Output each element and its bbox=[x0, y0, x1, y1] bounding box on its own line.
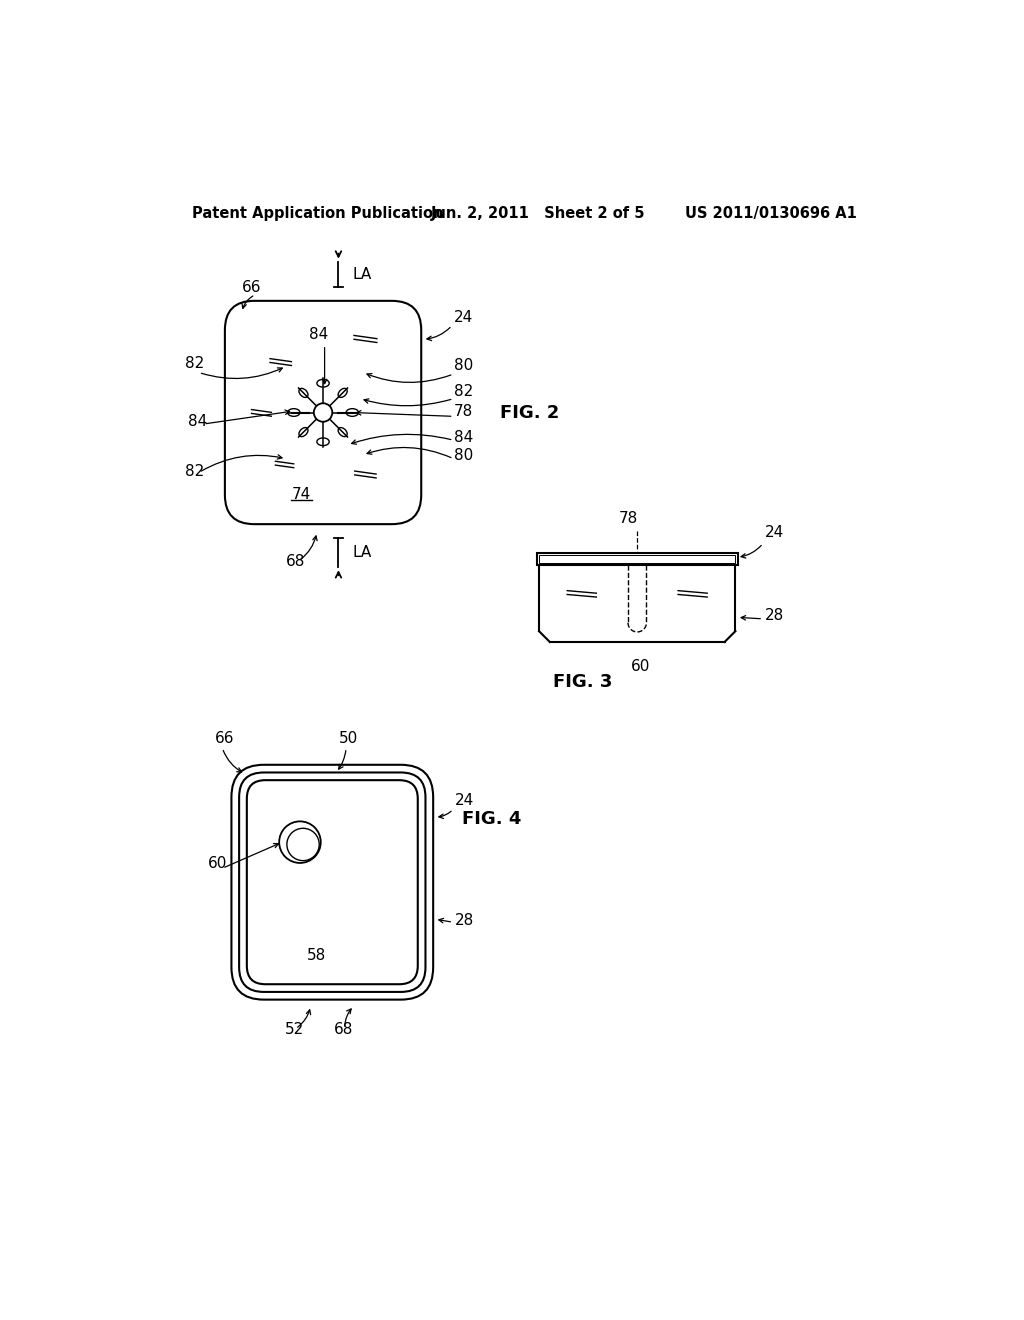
Text: Jun. 2, 2011   Sheet 2 of 5: Jun. 2, 2011 Sheet 2 of 5 bbox=[431, 206, 645, 222]
Text: 50: 50 bbox=[339, 731, 357, 746]
Circle shape bbox=[313, 404, 333, 422]
Ellipse shape bbox=[338, 388, 347, 397]
Text: FIG. 2: FIG. 2 bbox=[500, 404, 559, 421]
Ellipse shape bbox=[288, 409, 300, 416]
Text: 82: 82 bbox=[185, 463, 204, 479]
Text: FIG. 4: FIG. 4 bbox=[462, 810, 521, 828]
Ellipse shape bbox=[299, 388, 308, 397]
Text: 84: 84 bbox=[454, 430, 473, 445]
Text: 66: 66 bbox=[214, 731, 234, 746]
Ellipse shape bbox=[338, 428, 347, 437]
Text: LA: LA bbox=[352, 545, 372, 560]
Text: 24: 24 bbox=[765, 525, 784, 540]
Text: 60: 60 bbox=[208, 857, 227, 871]
Text: 24: 24 bbox=[454, 310, 473, 326]
Text: 74: 74 bbox=[292, 487, 311, 503]
Bar bbox=[537, 553, 737, 565]
Text: 52: 52 bbox=[285, 1022, 304, 1038]
Text: FIG. 3: FIG. 3 bbox=[553, 673, 612, 690]
Text: 60: 60 bbox=[631, 659, 650, 675]
Text: 66: 66 bbox=[243, 280, 262, 294]
Text: US 2011/0130696 A1: US 2011/0130696 A1 bbox=[685, 206, 857, 222]
Ellipse shape bbox=[316, 379, 330, 387]
Text: 68: 68 bbox=[286, 554, 305, 569]
Text: 80: 80 bbox=[454, 449, 473, 463]
Text: 24: 24 bbox=[455, 793, 474, 808]
Text: 58: 58 bbox=[307, 948, 327, 962]
Text: 68: 68 bbox=[334, 1022, 353, 1038]
Text: 78: 78 bbox=[454, 404, 473, 420]
Text: 84: 84 bbox=[188, 414, 207, 429]
Ellipse shape bbox=[299, 428, 308, 437]
FancyBboxPatch shape bbox=[231, 764, 433, 999]
Text: Patent Application Publication: Patent Application Publication bbox=[193, 206, 443, 222]
Circle shape bbox=[280, 821, 321, 863]
Ellipse shape bbox=[316, 438, 330, 446]
FancyBboxPatch shape bbox=[240, 772, 425, 991]
FancyBboxPatch shape bbox=[225, 301, 421, 524]
Text: 82: 82 bbox=[454, 384, 473, 399]
Text: 28: 28 bbox=[765, 609, 784, 623]
Ellipse shape bbox=[346, 409, 358, 416]
Text: 28: 28 bbox=[455, 912, 474, 928]
Text: LA: LA bbox=[352, 267, 372, 282]
Text: 84: 84 bbox=[309, 327, 329, 342]
Text: 78: 78 bbox=[618, 511, 638, 527]
Text: 80: 80 bbox=[454, 358, 473, 374]
Bar bbox=[539, 554, 735, 562]
Text: 82: 82 bbox=[185, 356, 204, 371]
FancyBboxPatch shape bbox=[247, 780, 418, 985]
